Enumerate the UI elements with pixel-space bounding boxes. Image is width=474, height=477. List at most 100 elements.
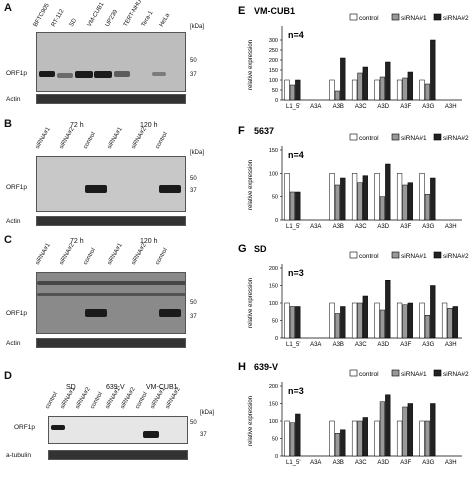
x-tick-label: A3F [400,104,411,110]
bar [357,72,363,101]
bar [407,403,413,457]
y-tick-label: 0 [275,98,278,104]
marker-37: 37 [190,72,197,78]
bar [385,394,391,457]
legend-label: control [359,135,379,142]
legend-swatch [391,133,400,141]
panel-letter: A [4,2,12,14]
bar [385,280,391,339]
bar [295,191,301,221]
bar [407,302,413,339]
y-tick-label: 300 [269,38,278,44]
x-tick-label: A3F [400,460,411,466]
bar [334,90,341,101]
legend-label: siRNA#2 [443,135,469,142]
bar [441,302,448,339]
y-tick-label: 100 [269,419,278,425]
bar [430,39,436,101]
western-blot [36,32,186,92]
bar [407,71,413,101]
bar [357,420,363,457]
panel-letter: B [4,118,12,130]
x-tick-label: A3B [333,460,344,466]
bar [284,173,290,221]
kda-label: [kDa] [190,150,205,156]
bar [424,420,431,457]
bar [295,413,301,457]
time-label: 72 h [70,238,84,245]
bar [396,302,403,339]
bar [402,406,408,457]
bar [334,184,341,221]
bar [295,79,301,101]
protein-label: ORF1p [14,424,35,431]
bar [424,315,431,339]
bar [379,196,386,221]
bar [430,403,436,457]
marker-50: 50 [190,420,197,426]
bar [447,308,453,339]
x-tick-label: A3A [310,342,321,348]
x-tick-label: A3H [445,342,457,348]
x-tick-label: A3H [445,224,457,230]
bar [334,433,341,457]
y-tick-label: 150 [269,284,278,290]
bar [362,417,368,457]
bar [289,306,296,339]
western-blot [48,416,188,444]
legend-label: siRNA#1 [401,371,427,378]
bar [430,285,436,339]
loading-label: Actin [6,96,21,103]
marker-37: 37 [190,188,197,194]
legend-swatch [349,369,358,377]
x-tick-label: A3B [333,224,344,230]
lane-label: siRNA#2 [58,242,76,266]
bar [402,77,408,101]
bar [362,66,368,101]
loading-label: a-tubulin [6,452,31,459]
x-tick-label: A3C [355,342,367,348]
lane-label: siRNA#1 [34,242,52,266]
bar [295,306,301,339]
chart-title: 639-V [254,362,278,372]
group-label: 639-V [106,384,125,391]
legend-swatch [391,251,400,259]
loading-label: Actin [6,218,21,225]
bar [340,429,346,457]
x-tick-label: A3C [355,104,367,110]
x-tick-label: A3G [422,104,434,110]
legend-swatch [391,369,400,377]
lane-label: siRNA#2 [58,126,76,150]
legend-label: siRNA#2 [443,15,469,22]
y-tick-label: 50 [272,195,278,201]
x-tick-label: A3H [445,104,457,110]
lane-label: Tera-1 [140,10,155,28]
x-tick-label: A3A [310,460,321,466]
x-tick-label: L1_5' [286,342,301,348]
x-tick-label: A3D [377,342,389,348]
bar [424,194,431,221]
bar [396,79,403,101]
loading-label: Actin [6,340,21,347]
bar [407,182,413,221]
legend-swatch [433,251,442,259]
lane-label: control [154,247,170,266]
loading-control-blot [36,94,186,104]
bar [351,302,358,339]
lane-label: control [134,391,150,410]
n-label: n=3 [288,386,304,396]
kda-label: [kDa] [200,410,215,416]
lane-label: control [44,391,60,410]
loading-control-blot [36,338,186,348]
panel-letter: C [4,234,12,246]
y-tick-label: 0 [275,218,278,224]
marker-50: 50 [190,58,197,64]
legend-label: siRNA#2 [443,253,469,260]
lane-label: control [82,247,98,266]
y-axis-label: relative expression [248,278,254,328]
bar [289,84,296,101]
x-tick-label: L1_5' [286,104,301,110]
bar [329,79,335,101]
bar [289,422,296,457]
y-tick-label: 50 [272,319,278,325]
